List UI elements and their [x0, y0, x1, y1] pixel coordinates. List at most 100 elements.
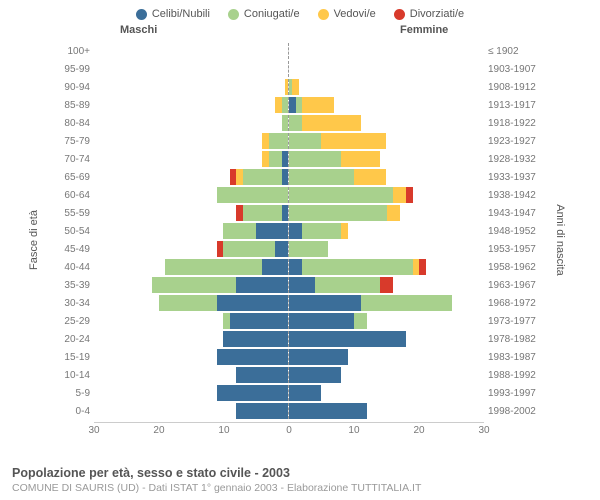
- pyramid-row: 65-691933-1937: [60, 168, 540, 186]
- birth-year-label: 1973-1977: [484, 316, 540, 327]
- pyramid-row: 15-191983-1987: [60, 348, 540, 366]
- age-label: 100+: [60, 46, 94, 57]
- bar-segment: [282, 97, 288, 113]
- bar-segment: [282, 115, 288, 131]
- female-bar: [289, 133, 484, 149]
- male-bar: [94, 187, 289, 203]
- male-bar: [94, 403, 289, 419]
- bar-segment: [289, 187, 393, 203]
- bar-segment: [262, 259, 288, 275]
- male-bar: [94, 79, 289, 95]
- female-bar: [289, 385, 484, 401]
- bar-zone: [94, 241, 484, 257]
- birth-year-label: 1978-1982: [484, 334, 540, 345]
- bar-segment: [243, 205, 282, 221]
- bar-segment: [275, 241, 288, 257]
- female-bar: [289, 331, 484, 347]
- bar-segment: [406, 187, 413, 203]
- bar-segment: [419, 259, 426, 275]
- pyramid-row: 0-41998-2002: [60, 402, 540, 420]
- bar-segment: [380, 277, 393, 293]
- bar-segment: [289, 295, 361, 311]
- birth-year-label: 1998-2002: [484, 406, 540, 417]
- bar-zone: [94, 169, 484, 185]
- pyramid-row: 20-241978-1982: [60, 330, 540, 348]
- age-label: 5-9: [60, 388, 94, 399]
- x-tick: 10: [218, 425, 229, 436]
- legend-item: Divorziati/e: [394, 8, 464, 20]
- pyramid-row: 100+ ≤ 1902: [60, 42, 540, 60]
- pyramid-rows: 100+≤ 190295-991903-190790-941908-191285…: [60, 42, 540, 420]
- pyramid-row: 35-39 1963-1967: [60, 276, 540, 294]
- legend-item: Vedovi/e: [318, 8, 376, 20]
- x-tick: 30: [478, 425, 489, 436]
- female-bar: [289, 97, 484, 113]
- birth-year-label: 1983-1987: [484, 352, 540, 363]
- bar-zone: [94, 367, 484, 383]
- age-label: 35-39: [60, 280, 94, 291]
- birth-year-label: 1988-1992: [484, 370, 540, 381]
- pyramid-row: 80-841918-1922: [60, 114, 540, 132]
- x-tick: 20: [153, 425, 164, 436]
- bar-segment: [393, 187, 406, 203]
- pyramid-row: 25-29 1973-1977: [60, 312, 540, 330]
- pyramid-row: 50-541948-1952: [60, 222, 540, 240]
- bar-segment: [354, 313, 367, 329]
- bar-zone: [94, 79, 484, 95]
- bar-zone: [94, 331, 484, 347]
- bar-zone: [94, 259, 484, 275]
- age-label: 70-74: [60, 154, 94, 165]
- bar-segment: [236, 403, 288, 419]
- female-bar: [289, 295, 484, 311]
- female-bar: [289, 403, 484, 419]
- bar-zone: [94, 61, 484, 77]
- birth-year-label: 1933-1937: [484, 172, 540, 183]
- birth-year-label: ≤ 1902: [484, 46, 540, 57]
- female-bar: [289, 349, 484, 365]
- pyramid-row: 30-341968-1972: [60, 294, 540, 312]
- female-bar: [289, 115, 484, 131]
- birth-year-label: 1993-1997: [484, 388, 540, 399]
- bar-zone: [94, 313, 484, 329]
- female-bar: [289, 79, 484, 95]
- bar-segment: [269, 151, 282, 167]
- age-label: 25-29: [60, 316, 94, 327]
- age-label: 45-49: [60, 244, 94, 255]
- bar-segment: [289, 133, 321, 149]
- bar-segment: [289, 349, 348, 365]
- age-label: 80-84: [60, 118, 94, 129]
- bar-zone: [94, 151, 484, 167]
- bar-segment: [217, 385, 288, 401]
- bar-segment: [289, 277, 315, 293]
- male-bar: [94, 205, 289, 221]
- bar-segment: [341, 223, 348, 239]
- birth-year-label: 1953-1957: [484, 244, 540, 255]
- female-bar: [289, 241, 484, 257]
- female-bar: [289, 61, 484, 77]
- male-bar: [94, 169, 289, 185]
- female-bar: [289, 205, 484, 221]
- bar-segment: [282, 169, 288, 185]
- male-bar: [94, 313, 289, 329]
- legend-swatch: [136, 9, 147, 20]
- female-bar: [289, 277, 484, 293]
- bar-segment: [236, 277, 288, 293]
- pyramid-row: 10-14 1988-1992: [60, 366, 540, 384]
- chart-area: Fasce di età Anni di nascita 100+≤ 19029…: [0, 42, 600, 438]
- bar-segment: [315, 277, 380, 293]
- birth-year-label: 1943-1947: [484, 208, 540, 219]
- bar-segment: [321, 133, 386, 149]
- male-bar: [94, 367, 289, 383]
- bar-segment: [289, 151, 341, 167]
- male-bar: [94, 241, 289, 257]
- bar-segment: [289, 367, 341, 383]
- male-bar: [94, 97, 289, 113]
- female-bar: [289, 187, 484, 203]
- bar-segment: [354, 169, 386, 185]
- age-label: 10-14: [60, 370, 94, 381]
- birth-year-label: 1963-1967: [484, 280, 540, 291]
- male-bar: [94, 385, 289, 401]
- legend-swatch: [228, 9, 239, 20]
- female-bar: [289, 313, 484, 329]
- male-bar: [94, 223, 289, 239]
